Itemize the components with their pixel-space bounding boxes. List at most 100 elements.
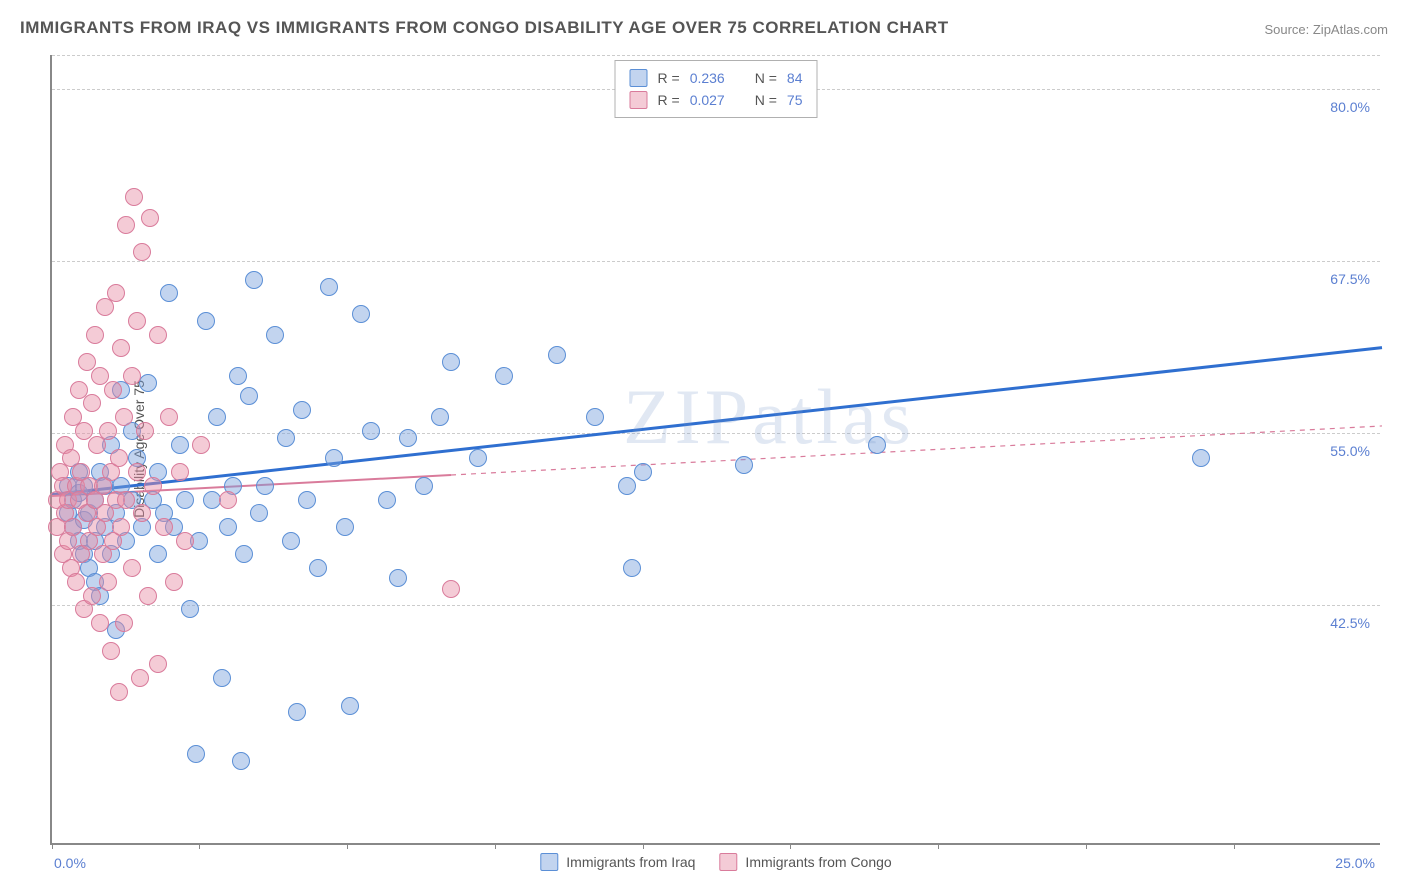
data-point-iraq — [256, 477, 274, 495]
data-point-iraq — [240, 387, 258, 405]
data-point-iraq — [149, 545, 167, 563]
x-tick-max: 25.0% — [1335, 855, 1375, 871]
data-point-congo — [442, 580, 460, 598]
data-point-congo — [115, 408, 133, 426]
data-point-iraq — [176, 491, 194, 509]
data-point-congo — [219, 491, 237, 509]
plot-area: Disability Age Over 75 42.5%55.0%67.5%80… — [50, 55, 1380, 845]
data-point-iraq — [197, 312, 215, 330]
data-point-congo — [112, 339, 130, 357]
x-tick — [938, 843, 939, 849]
x-tick — [1086, 843, 1087, 849]
x-tick-0: 0.0% — [54, 855, 86, 871]
legend-row-iraq: R = 0.236 N = 84 — [630, 67, 803, 89]
data-point-congo — [165, 573, 183, 591]
legend-item-iraq: Immigrants from Iraq — [540, 853, 695, 871]
data-point-iraq — [399, 429, 417, 447]
data-point-congo — [110, 449, 128, 467]
data-point-iraq — [298, 491, 316, 509]
data-point-iraq — [320, 278, 338, 296]
data-point-congo — [128, 312, 146, 330]
data-point-congo — [83, 587, 101, 605]
data-point-iraq — [431, 408, 449, 426]
data-point-iraq — [219, 518, 237, 536]
data-point-iraq — [586, 408, 604, 426]
data-point-congo — [128, 463, 146, 481]
data-point-iraq — [548, 346, 566, 364]
data-point-iraq — [325, 449, 343, 467]
data-point-iraq — [442, 353, 460, 371]
data-point-iraq — [1192, 449, 1210, 467]
data-point-iraq — [336, 518, 354, 536]
x-tick — [643, 843, 644, 849]
data-point-iraq — [208, 408, 226, 426]
legend-row-congo: R = 0.027 N = 75 — [630, 89, 803, 111]
data-point-iraq — [341, 697, 359, 715]
x-tick — [790, 843, 791, 849]
data-point-congo — [125, 188, 143, 206]
data-point-congo — [64, 518, 82, 536]
n-value-iraq: 84 — [787, 70, 803, 86]
data-point-iraq — [288, 703, 306, 721]
data-point-congo — [131, 669, 149, 687]
data-point-congo — [102, 642, 120, 660]
data-point-congo — [139, 587, 157, 605]
x-tick — [347, 843, 348, 849]
data-point-congo — [107, 284, 125, 302]
data-point-congo — [104, 381, 122, 399]
data-point-congo — [141, 209, 159, 227]
data-point-congo — [160, 408, 178, 426]
data-point-iraq — [378, 491, 396, 509]
data-point-iraq — [623, 559, 641, 577]
x-tick — [1234, 843, 1235, 849]
series-legend: Immigrants from Iraq Immigrants from Con… — [540, 853, 891, 871]
data-point-congo — [133, 243, 151, 261]
swatch-iraq — [630, 69, 648, 87]
data-point-iraq — [181, 600, 199, 618]
chart-title: IMMIGRANTS FROM IRAQ VS IMMIGRANTS FROM … — [20, 18, 949, 38]
data-point-iraq — [362, 422, 380, 440]
data-point-congo — [115, 614, 133, 632]
data-point-congo — [176, 532, 194, 550]
data-point-iraq — [309, 559, 327, 577]
trendline-iraq — [52, 348, 1382, 495]
data-point-congo — [117, 216, 135, 234]
data-point-iraq — [282, 532, 300, 550]
r-value-iraq: 0.236 — [690, 70, 725, 86]
data-point-iraq — [266, 326, 284, 344]
data-point-iraq — [389, 569, 407, 587]
data-point-iraq — [171, 436, 189, 454]
data-point-congo — [155, 518, 173, 536]
data-point-iraq — [250, 504, 268, 522]
data-point-iraq — [735, 456, 753, 474]
swatch-congo — [630, 91, 648, 109]
data-point-congo — [99, 573, 117, 591]
data-point-congo — [149, 655, 167, 673]
x-tick — [199, 843, 200, 849]
data-point-congo — [149, 326, 167, 344]
data-point-iraq — [495, 367, 513, 385]
data-point-congo — [133, 504, 151, 522]
data-point-iraq — [245, 271, 263, 289]
data-point-iraq — [352, 305, 370, 323]
data-point-congo — [99, 422, 117, 440]
data-point-congo — [123, 367, 141, 385]
data-point-iraq — [415, 477, 433, 495]
data-point-iraq — [235, 545, 253, 563]
x-tick — [495, 843, 496, 849]
n-value-congo: 75 — [787, 92, 803, 108]
r-value-congo: 0.027 — [690, 92, 725, 108]
data-point-iraq — [139, 374, 157, 392]
data-point-congo — [123, 559, 141, 577]
legend-item-congo: Immigrants from Congo — [719, 853, 891, 871]
data-point-congo — [112, 518, 130, 536]
data-point-iraq — [232, 752, 250, 770]
data-point-congo — [192, 436, 210, 454]
swatch-iraq-icon — [540, 853, 558, 871]
data-point-congo — [110, 683, 128, 701]
data-point-congo — [83, 394, 101, 412]
data-point-congo — [86, 326, 104, 344]
data-point-congo — [171, 463, 189, 481]
data-point-iraq — [469, 449, 487, 467]
x-tick — [52, 843, 53, 849]
